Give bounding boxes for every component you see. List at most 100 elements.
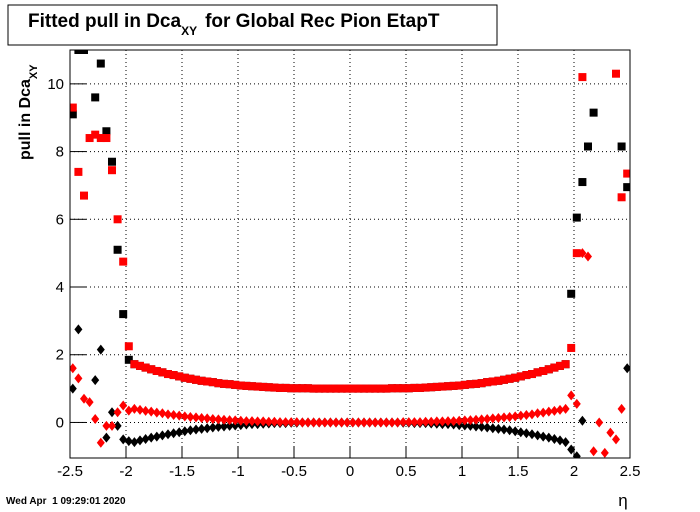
- diamond-marker: [158, 408, 167, 419]
- square-marker: [292, 384, 301, 393]
- square-marker: [225, 380, 234, 389]
- diamond-marker: [477, 414, 486, 425]
- square-marker: [388, 384, 396, 393]
- square-marker: [270, 383, 279, 392]
- square-marker: [96, 59, 105, 68]
- diamond-marker: [516, 427, 525, 438]
- square-marker: [444, 382, 452, 391]
- square-marker: [141, 363, 150, 372]
- diamond-marker: [264, 416, 273, 427]
- square-marker: [365, 384, 374, 393]
- chart-title: Fitted pull in DcaXY for Global Rec Pion …: [28, 11, 440, 38]
- diamond-marker: [466, 415, 475, 426]
- diamond-marker: [466, 420, 475, 431]
- diamond-marker: [197, 423, 206, 434]
- square-marker: [522, 371, 531, 380]
- diamond-marker: [332, 417, 340, 428]
- diamond-marker: [141, 434, 150, 445]
- square-marker: [208, 378, 217, 387]
- square-marker: [108, 166, 116, 175]
- square-marker: [348, 384, 357, 393]
- square-marker: [214, 379, 223, 388]
- diamond-marker: [438, 416, 447, 427]
- diamond-marker: [70, 363, 77, 374]
- diamond-marker: [606, 427, 615, 438]
- square-marker: [332, 384, 340, 393]
- diamond-marker: [444, 416, 452, 427]
- y-tick-label: 10: [47, 76, 64, 93]
- square-marker: [152, 366, 161, 375]
- square-marker: [326, 384, 335, 393]
- diamond-marker: [623, 363, 630, 374]
- square-marker: [113, 245, 122, 254]
- diamond-marker: [371, 417, 380, 428]
- square-marker: [477, 379, 486, 388]
- diamond-marker: [96, 344, 105, 355]
- diamond-marker: [169, 409, 178, 420]
- square-marker: [432, 382, 441, 391]
- diamond-marker: [488, 413, 497, 424]
- diamond-marker: [214, 414, 223, 425]
- diamond-marker: [595, 417, 604, 428]
- diamond-marker: [460, 415, 469, 426]
- y-tick-label: 6: [56, 211, 64, 228]
- x-tick-label: 2.5: [620, 463, 641, 480]
- square-marker: [533, 368, 542, 377]
- x-tick-label: -0.5: [281, 463, 307, 480]
- diamond-marker: [360, 417, 368, 428]
- square-marker: [102, 127, 111, 136]
- square-marker: [236, 381, 245, 390]
- square-marker: [108, 157, 116, 166]
- y-tick-label: 8: [56, 144, 64, 161]
- diamond-marker: [511, 411, 520, 422]
- square-marker: [80, 50, 88, 54]
- diamond-marker: [214, 421, 223, 432]
- diamond-marker: [393, 417, 402, 428]
- diamond-marker: [119, 400, 128, 411]
- diamond-marker: [472, 414, 480, 425]
- diamond-marker: [472, 421, 480, 432]
- square-marker: [276, 383, 284, 392]
- diamond-marker: [354, 417, 363, 428]
- diamond-marker: [242, 416, 251, 427]
- square-marker: [494, 376, 503, 385]
- square-marker: [376, 384, 385, 393]
- y-label-subscript: XY: [28, 64, 40, 79]
- diamond-marker: [477, 421, 486, 432]
- diamond-marker: [70, 383, 77, 394]
- diamond-marker: [164, 429, 172, 440]
- diamond-marker: [533, 408, 542, 419]
- diamond-marker: [113, 407, 122, 418]
- diamond-marker: [147, 432, 156, 443]
- square-marker: [119, 257, 128, 266]
- diamond-marker: [544, 432, 553, 443]
- diamond-marker: [192, 412, 200, 423]
- title-box: [7, 4, 498, 46]
- diamond-marker: [113, 420, 122, 431]
- x-tick-label: 0: [346, 463, 354, 480]
- square-marker: [544, 365, 553, 374]
- diamond-marker: [600, 447, 609, 458]
- diamond-marker: [421, 416, 430, 427]
- diamond-marker: [488, 423, 497, 434]
- diamond-marker: [225, 420, 234, 431]
- diamond-marker: [511, 426, 520, 437]
- diamond-marker: [152, 431, 161, 442]
- diamond-marker: [427, 416, 436, 427]
- diamond-marker: [124, 436, 133, 447]
- diamond-marker: [119, 434, 128, 445]
- diamond-marker: [208, 414, 217, 425]
- square-marker: [337, 384, 346, 393]
- diamond-marker: [561, 437, 570, 448]
- y-tick-label: 0: [56, 414, 64, 431]
- square-marker: [85, 134, 94, 143]
- square-marker: [449, 381, 458, 390]
- square-marker: [567, 343, 576, 352]
- diamond-marker: [231, 415, 240, 426]
- diamond-marker: [259, 416, 268, 427]
- square-marker: [169, 371, 178, 380]
- diamond-marker: [500, 412, 508, 423]
- diamond-marker: [108, 420, 116, 431]
- square-marker: [130, 360, 139, 369]
